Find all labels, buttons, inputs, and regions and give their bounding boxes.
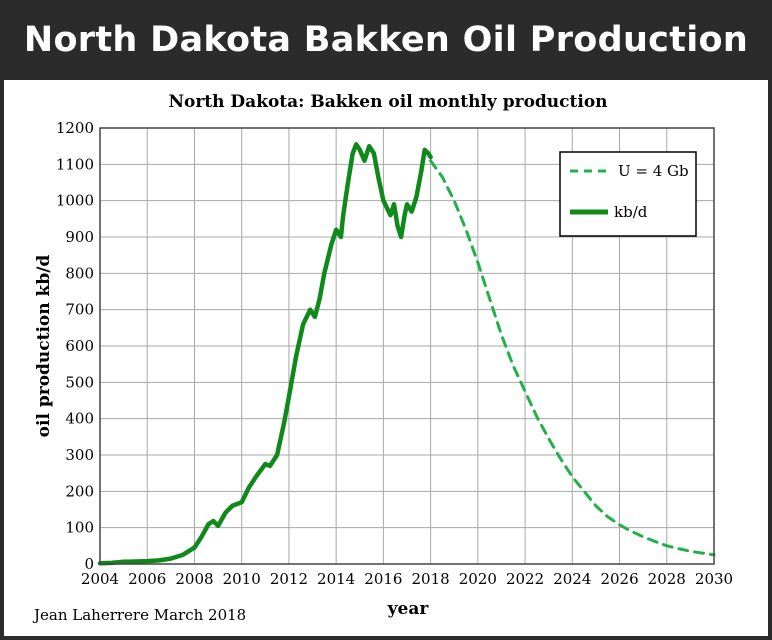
plot-border [99,127,715,565]
y-tick-label: 200 [65,482,94,500]
y-tick-label: 600 [65,337,94,355]
x-axis-label: year [387,599,430,619]
chart-panel: North Dakota: Bakken oil monthly product… [4,80,768,636]
x-tick-label: 2028 [648,570,686,588]
x-tick-label: 2022 [506,570,544,588]
x-tick-label: 2026 [600,570,638,588]
series-line-forecast [429,159,716,557]
y-axis-label: oil production kb/d [34,255,54,438]
x-tick-label: 2012 [270,570,308,588]
y-tick-label: 400 [65,410,94,428]
y-tick-label: 1100 [56,155,94,173]
legend-label-production: kb/d [614,203,648,221]
x-tick-label: 2030 [695,570,733,588]
x-tick-label: 2014 [317,570,355,588]
chart-title: North Dakota: Bakken oil monthly product… [168,92,607,112]
y-tick-label: 300 [65,446,94,464]
legend-box [559,151,697,237]
y-tick-label: 1000 [56,192,94,210]
series-lines [97,142,716,566]
x-tick-label: 2018 [412,570,450,588]
y-tick-label: 900 [65,228,94,246]
y-tick-label: 500 [65,373,94,391]
y-tick-label: 1200 [56,119,94,137]
legend: U = 4 Gb kb/d [559,151,697,237]
y-tick-label: 0 [84,555,94,573]
x-tick-label: 2020 [459,570,497,588]
x-tick-label: 2008 [175,570,213,588]
y-tick-label: 800 [65,264,94,282]
series-line-production [97,142,433,566]
x-ticks: 2004 2006 2008 2010 2012 2014 2016 2018 2020 2022… [81,570,733,588]
chart: North Dakota: Bakken oil monthly product… [4,80,768,636]
y-tick-label: 700 [65,301,94,319]
y-ticks: 0 100 200 300 400 500 600 700 800 900 1000 1100 1200 [56,119,94,573]
credit-text: Jean Laherrere March 2018 [32,606,246,624]
x-tick-label: 2024 [553,570,591,588]
legend-label-forecast: U = 4 Gb [618,162,689,180]
x-tick-label: 2006 [128,570,166,588]
banner-title: North Dakota Bakken Oil Production [23,20,749,60]
x-tick-label: 2010 [223,570,261,588]
y-tick-label: 100 [65,519,94,537]
x-tick-label: 2004 [81,570,119,588]
x-tick-label: 2016 [364,570,402,588]
